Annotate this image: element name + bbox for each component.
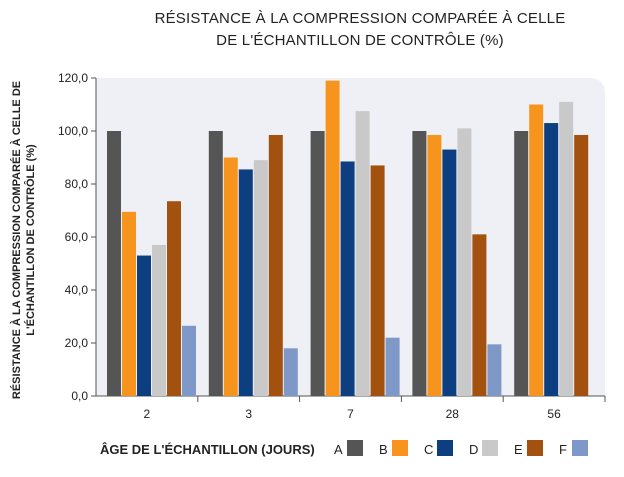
y-tick-label: 100,0 — [58, 124, 88, 138]
y-tick-label: 120,0 — [58, 71, 88, 85]
bar — [137, 255, 151, 396]
bar — [122, 211, 136, 396]
bar — [310, 131, 325, 396]
legend-swatch — [437, 440, 453, 456]
y-tick-label: 60,0 — [65, 230, 89, 244]
bar — [340, 161, 355, 396]
x-tick-label: 2 — [144, 407, 151, 421]
y-tick-label: 40,0 — [65, 283, 89, 297]
bar — [544, 123, 559, 397]
chart-title-line-1: RÉSISTANCE À LA COMPRESSION COMPARÉE À C… — [154, 10, 566, 27]
bar — [152, 244, 166, 396]
y-tick-label: 80,0 — [65, 177, 89, 191]
bar — [529, 104, 544, 396]
bar — [167, 201, 181, 396]
bar — [253, 160, 268, 396]
x-tick-label: 7 — [347, 407, 354, 421]
bar — [412, 131, 427, 396]
chart-title: RÉSISTANCE À LA COMPRESSION COMPARÉE À C… — [150, 8, 570, 52]
bar — [427, 134, 442, 396]
bar — [208, 131, 223, 396]
legend-label: F — [559, 442, 567, 457]
legend-swatch — [347, 440, 363, 456]
legend-label: D — [469, 442, 478, 457]
legend-swatch — [392, 440, 408, 456]
bar — [268, 134, 283, 396]
bar — [385, 337, 400, 396]
y-axis-label-line-2: L'ÉCHANTILLON DE CONTRÔLE (%) — [24, 144, 37, 336]
x-tick-label: 3 — [245, 407, 252, 421]
bar — [559, 101, 574, 396]
bar — [325, 80, 340, 397]
bar — [107, 131, 121, 396]
x-axis-label: ÂGE DE L'ÉCHANTILLON (JOURS) — [100, 442, 315, 457]
legend-label: A — [334, 442, 343, 457]
legend-swatch — [572, 440, 588, 456]
bar — [370, 165, 385, 396]
legend-swatch — [527, 440, 543, 456]
y-tick-label: 20,0 — [65, 336, 89, 350]
bar — [238, 169, 253, 396]
legend-label: C — [424, 442, 433, 457]
bar — [442, 149, 457, 396]
legend-swatch — [482, 440, 498, 456]
bar — [487, 344, 502, 396]
bar — [355, 111, 370, 396]
x-tick-label: 56 — [547, 407, 561, 421]
bar — [182, 325, 196, 396]
bar — [574, 134, 589, 396]
bar — [472, 234, 487, 396]
y-tick-label: 0,0 — [71, 389, 88, 403]
x-tick-label: 28 — [446, 407, 460, 421]
bar — [457, 128, 472, 396]
chart-title-line-2: DE L'ÉCHANTILLON DE CONTRÔLE (%) — [216, 32, 504, 49]
y-axis-label-line-1: RÉSISTANCE À LA COMPRESSION COMPARÉE À C… — [10, 81, 23, 399]
bar — [514, 131, 529, 396]
bar — [223, 157, 238, 396]
legend-label: E — [514, 442, 523, 457]
bar — [283, 348, 298, 396]
legend-label: B — [379, 442, 388, 457]
